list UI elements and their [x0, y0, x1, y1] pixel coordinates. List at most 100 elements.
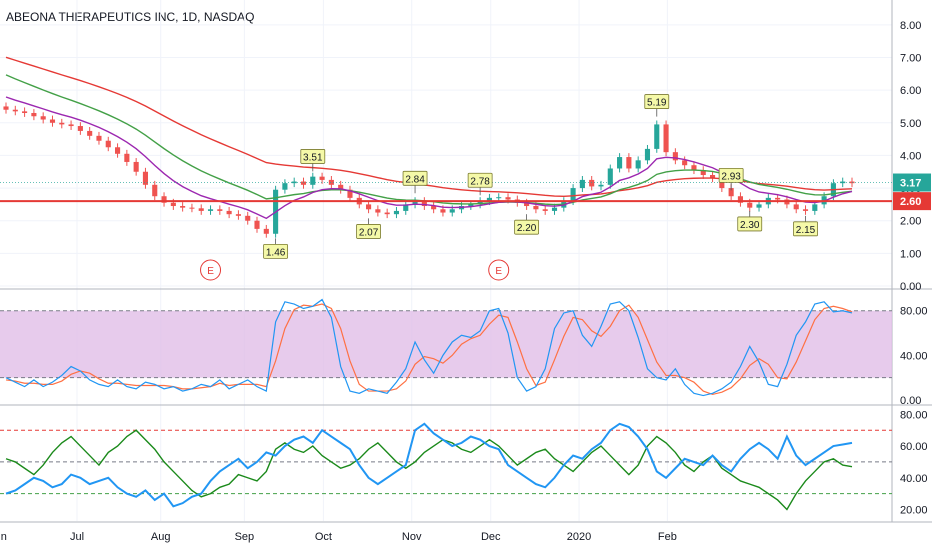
- candlestick[interactable]: [691, 161, 697, 175]
- candlestick[interactable]: [142, 167, 149, 189]
- candlestick[interactable]: [421, 197, 427, 210]
- earnings-circle[interactable]: [488, 259, 510, 281]
- candlestick[interactable]: [40, 112, 46, 124]
- candle-body[interactable]: [737, 196, 743, 203]
- candlestick[interactable]: [737, 192, 743, 207]
- candle-body[interactable]: [793, 204, 799, 210]
- price-axis[interactable]: 8.007.006.005.004.003.002.001.000.003.17…: [893, 20, 931, 517]
- candlestick[interactable]: [672, 148, 678, 165]
- candle-body[interactable]: [747, 202, 753, 208]
- candlestick[interactable]: [31, 109, 37, 121]
- candlestick[interactable]: [12, 105, 18, 116]
- candle-body[interactable]: [496, 197, 502, 199]
- candlestick[interactable]: [22, 107, 28, 117]
- candle-body[interactable]: [96, 135, 102, 141]
- candle-body[interactable]: [551, 207, 558, 211]
- candle-body[interactable]: [775, 197, 781, 200]
- candlestick[interactable]: [180, 202, 186, 212]
- candle-body[interactable]: [338, 184, 344, 190]
- candlestick[interactable]: [756, 200, 762, 212]
- candle-body[interactable]: [635, 160, 641, 169]
- candlestick[interactable]: [589, 175, 595, 191]
- candle-body[interactable]: [728, 188, 734, 197]
- candlestick[interactable]: [263, 224, 269, 238]
- time-axis[interactable]: Jun Jul Aug Sep Oct Nov Dec 2020 Feb: [0, 531, 677, 543]
- candle-body[interactable]: [328, 179, 334, 185]
- candle-body[interactable]: [533, 206, 539, 210]
- candlestick[interactable]: [802, 205, 809, 215]
- candle-body[interactable]: [617, 157, 623, 169]
- candle-body[interactable]: [412, 201, 418, 205]
- candlestick[interactable]: [49, 115, 56, 127]
- candle-body[interactable]: [579, 179, 585, 189]
- candle-body[interactable]: [142, 171, 149, 185]
- candle-body[interactable]: [477, 201, 483, 205]
- candle-body[interactable]: [756, 204, 762, 208]
- candlestick[interactable]: [654, 120, 660, 153]
- candlestick[interactable]: [300, 177, 307, 189]
- candle-body[interactable]: [105, 140, 111, 148]
- candle-body[interactable]: [663, 124, 669, 153]
- candlestick[interactable]: [477, 197, 483, 209]
- candle-body[interactable]: [235, 214, 241, 216]
- candlestick[interactable]: [254, 216, 260, 233]
- candle-body[interactable]: [654, 124, 660, 149]
- oscillator-pane[interactable]: [0, 422, 892, 511]
- candle-body[interactable]: [300, 181, 307, 185]
- candle-body[interactable]: [672, 152, 678, 161]
- candlestick[interactable]: [840, 177, 846, 188]
- candlestick[interactable]: [328, 175, 334, 189]
- candle-body[interactable]: [384, 212, 390, 215]
- earnings-circle[interactable]: [200, 259, 222, 281]
- candle-body[interactable]: [170, 202, 176, 207]
- candlestick[interactable]: [124, 149, 130, 166]
- candlestick[interactable]: [403, 200, 409, 215]
- candle-body[interactable]: [180, 206, 186, 208]
- candlestick[interactable]: [375, 205, 381, 217]
- candle-body[interactable]: [115, 147, 121, 154]
- candle-body[interactable]: [59, 122, 65, 125]
- candle-body[interactable]: [421, 201, 427, 207]
- candle-body[interactable]: [87, 130, 93, 136]
- candle-body[interactable]: [719, 178, 725, 189]
- candlestick[interactable]: [226, 207, 232, 219]
- candle-body[interactable]: [161, 196, 167, 203]
- candlestick[interactable]: [663, 120, 669, 157]
- candlestick[interactable]: [626, 153, 632, 173]
- candle-body[interactable]: [198, 208, 204, 211]
- candle-body[interactable]: [644, 148, 651, 161]
- candlestick[interactable]: [207, 205, 214, 215]
- candle-body[interactable]: [449, 209, 455, 213]
- candle-body[interactable]: [245, 215, 251, 221]
- candle-body[interactable]: [366, 204, 372, 210]
- candlestick[interactable]: [133, 158, 139, 176]
- candlestick[interactable]: [644, 144, 651, 165]
- candlestick[interactable]: [310, 172, 316, 189]
- candle-body[interactable]: [440, 209, 446, 213]
- candlestick[interactable]: [635, 156, 641, 173]
- candlestick[interactable]: [3, 102, 9, 114]
- candlestick[interactable]: [198, 204, 204, 215]
- candlestick[interactable]: [338, 180, 344, 194]
- earnings-marker[interactable]: E: [200, 259, 222, 281]
- candlestick[interactable]: [105, 136, 111, 152]
- candle-body[interactable]: [319, 176, 325, 180]
- candle-body[interactable]: [570, 188, 576, 202]
- candlestick[interactable]: [412, 197, 418, 209]
- candle-body[interactable]: [709, 175, 716, 179]
- candle-body[interactable]: [22, 111, 28, 113]
- candle-body[interactable]: [217, 209, 223, 211]
- candle-body[interactable]: [133, 161, 139, 172]
- candle-body[interactable]: [505, 197, 511, 200]
- earnings-marker[interactable]: E: [488, 259, 510, 281]
- candlestick[interactable]: [607, 164, 613, 189]
- candle-body[interactable]: [840, 181, 846, 184]
- candlestick[interactable]: [115, 143, 121, 158]
- candle-body[interactable]: [31, 112, 37, 117]
- candle-body[interactable]: [542, 209, 548, 211]
- candle-body[interactable]: [49, 119, 56, 123]
- candle-body[interactable]: [12, 109, 18, 112]
- candlestick[interactable]: [152, 180, 158, 201]
- candlestick[interactable]: [68, 120, 74, 130]
